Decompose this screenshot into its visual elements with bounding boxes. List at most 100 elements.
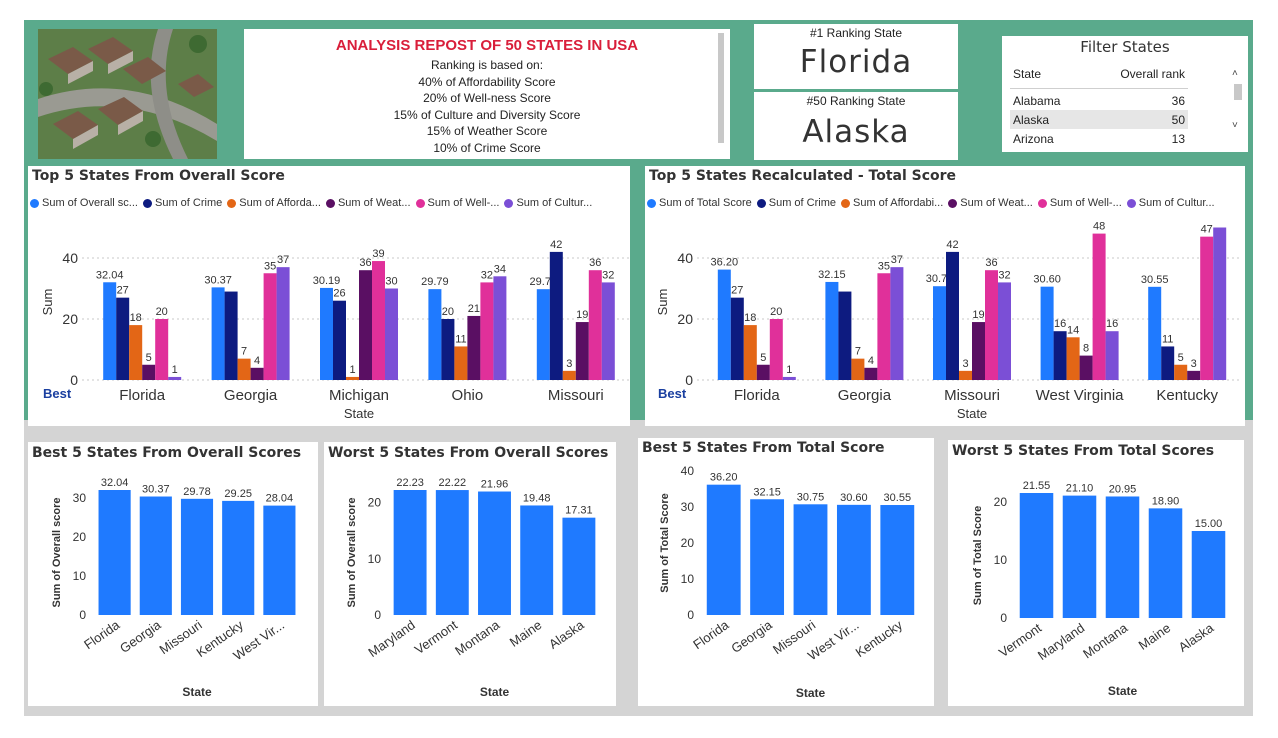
data-label: 5	[1178, 352, 1184, 364]
chart-card-top-overall: Top 5 States From Overall Score Sum of O…	[28, 166, 630, 426]
filter-col-rank[interactable]: Overall rank	[1120, 66, 1185, 81]
x-axis-label: State	[480, 685, 510, 699]
y-tick-label: 0	[685, 372, 693, 388]
data-label: 19.48	[523, 492, 551, 504]
y-axis-label: Sum of Overall score	[346, 497, 358, 607]
y-tick-label: 40	[681, 464, 695, 478]
data-label: 7	[855, 346, 861, 358]
bar	[1040, 286, 1054, 380]
filter-divider	[1010, 88, 1188, 89]
x-tick-label: Kentucky	[1156, 387, 1218, 404]
bar	[1062, 495, 1097, 618]
legend-dot	[415, 198, 425, 208]
bar	[1148, 286, 1162, 380]
legend-item[interactable]: Sum of Affordabi...	[840, 197, 943, 209]
bar	[103, 282, 117, 380]
data-label: 32	[602, 269, 614, 281]
legend-item[interactable]: Sum of Weat...	[948, 197, 1033, 209]
legend-item[interactable]: Sum of Crime	[756, 197, 836, 209]
data-label: 37	[891, 254, 903, 266]
ranking-criteria: Ranking is based on: 40% of Affordability…	[244, 57, 730, 156]
filter-title: Filter States	[1080, 38, 1170, 56]
legend-item[interactable]: Sum of Crime	[142, 197, 222, 209]
data-label: 4	[868, 355, 874, 367]
data-label: 21.55	[1023, 480, 1051, 492]
x-tick-label: Florida	[81, 617, 123, 653]
data-label: 20	[770, 306, 782, 318]
bar	[743, 325, 757, 380]
chevron-up-icon[interactable]: ˄	[1232, 68, 1238, 79]
legend-label: Sum of Weat...	[960, 197, 1033, 209]
y-tick-label: 30	[681, 500, 695, 514]
y-tick-label: 20	[62, 311, 78, 327]
filter-row-rank: 13	[1171, 131, 1185, 146]
data-label: 3	[962, 358, 968, 370]
bar	[1092, 233, 1106, 380]
bar	[998, 282, 1011, 380]
filter-row-state: Alaska	[1013, 112, 1050, 127]
data-label: 18.90	[1152, 495, 1180, 507]
data-label: 35	[878, 260, 890, 272]
bar	[180, 498, 214, 615]
bar	[730, 297, 744, 380]
filter-col-state[interactable]: State	[1013, 66, 1042, 81]
x-tick-label: Alaska	[546, 617, 587, 652]
data-label: 11	[1162, 333, 1173, 345]
filter-row[interactable]: Arizona 13	[1010, 129, 1188, 148]
bar	[536, 289, 550, 380]
data-label: 1	[172, 364, 178, 376]
filter-row[interactable]: Alabama 36	[1010, 91, 1188, 110]
legend-item[interactable]: Sum of Cultur...	[504, 197, 592, 209]
y-tick-label: 30	[73, 491, 87, 505]
x-tick-label: Maryland	[1035, 620, 1087, 663]
legend-item[interactable]: Sum of Overall sc...	[30, 197, 138, 209]
legend-item[interactable]: Sum of Total Score	[647, 197, 752, 209]
filter-scrollbar[interactable]	[1234, 84, 1242, 100]
bar-chart-best-total: 0 10 20 30 40 Sum of Total Score 36.20 Florida 3…	[659, 464, 915, 700]
bar	[756, 364, 770, 380]
y-tick-label: 10	[994, 553, 1008, 567]
y-tick-label: 20	[368, 496, 382, 510]
chart-legend: Sum of Total Score Sum of Crime Sum of Aff…	[647, 197, 1220, 211]
legend-item[interactable]: Sum of Weat...	[325, 197, 411, 209]
data-label: 28.04	[266, 493, 294, 505]
legend-dot	[227, 198, 237, 208]
chart-title: Best 5 States From Overall Scores	[32, 445, 302, 461]
legend-item[interactable]: Sum of Afforda...	[227, 197, 321, 209]
x-tick-label: Georgia	[117, 617, 164, 656]
header-scrollbar[interactable]	[718, 33, 724, 143]
legend-item[interactable]: Sum of Cultur...	[1126, 197, 1215, 209]
chart-card-top-total: Top 5 States Recalculated - Total Score …	[645, 166, 1245, 426]
house-photo	[38, 29, 217, 159]
bar	[168, 376, 182, 380]
legend-dot	[504, 198, 514, 208]
bar	[575, 322, 589, 380]
filter-row-state: Arizona	[1013, 131, 1054, 146]
data-label: 30.60	[840, 492, 868, 504]
bar	[263, 273, 277, 380]
data-label: 32.04	[96, 269, 124, 281]
bar	[346, 376, 359, 380]
bar	[972, 322, 985, 380]
bar	[222, 500, 255, 615]
data-label: 32	[998, 269, 1010, 281]
filter-row-selected[interactable]: Alaska 50	[1010, 110, 1188, 129]
data-label: 4	[254, 355, 260, 367]
data-label: 3	[1191, 358, 1197, 370]
top-rank-value: Florida	[799, 44, 913, 80]
y-axis-label: Sum	[40, 289, 55, 316]
legend-item[interactable]: Sum of Well-...	[1037, 197, 1122, 209]
data-label: 36	[359, 257, 371, 269]
top-rank-card: #1 Ranking State Florida	[754, 24, 958, 89]
data-label: 19	[576, 309, 588, 321]
legend-item[interactable]: Sum of Well-...	[415, 197, 499, 209]
y-tick-label: 0	[1000, 611, 1007, 625]
bar	[211, 287, 225, 380]
bar	[1053, 331, 1067, 380]
legend-dot	[756, 198, 766, 208]
chevron-down-icon[interactable]: ˅	[1232, 120, 1238, 131]
data-label: 21	[468, 303, 480, 315]
y-tick-label: 20	[677, 311, 693, 327]
x-tick-label: Georgia	[224, 387, 278, 404]
